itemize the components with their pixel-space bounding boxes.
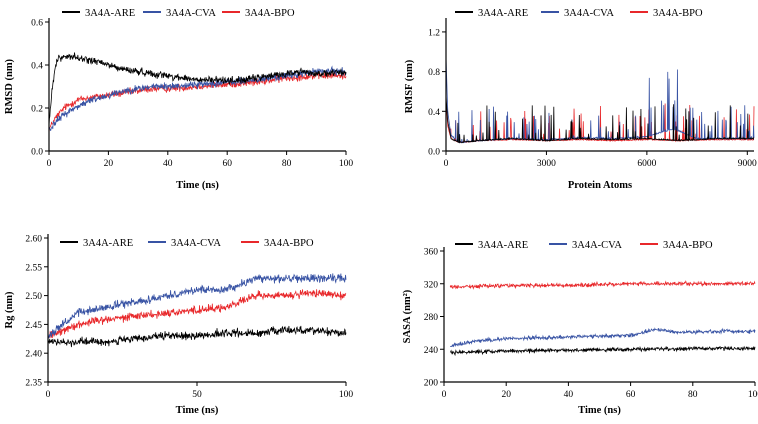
chart-panel-4: 0 20 40 60 80 100 200 240 280 320 360 Time (ns) SASA… xyxy=(402,240,758,416)
x-tick-label: 60 xyxy=(222,159,232,169)
x-tick-label: 6000 xyxy=(637,159,656,169)
x-axis-label: Time (ns) xyxy=(176,405,219,416)
x-tick-label: 0 xyxy=(442,390,447,400)
chart-panel-2: 0 3000 6000 9000 0.0 0.4 0.8 1.2 Protein Atoms RM… xyxy=(404,8,757,191)
y-tick-label: 200 xyxy=(424,379,439,389)
y-axis-label: RMSF (nm) xyxy=(404,59,415,113)
chart-panel-3: 0 50 100 2.35 2.40 2.45 2.50 2.55 2.60 Time (ns) R… xyxy=(4,234,353,416)
x-axis-label: Time (ns) xyxy=(176,180,219,191)
x-tick-label: 100 xyxy=(748,390,758,400)
series-line-3a4a-cva xyxy=(47,273,347,339)
x-tick-label: 9000 xyxy=(738,159,757,169)
y-tick-label: 0.0 xyxy=(31,148,43,158)
y-tick-label: 0.8 xyxy=(428,68,440,78)
y-axis-label: SASA (nm²) xyxy=(402,289,413,343)
series-line-3a4a-bpo xyxy=(47,289,347,339)
y-tick-label: 2.35 xyxy=(25,379,42,389)
legend-label: 3A4A-ARE xyxy=(85,8,135,19)
x-tick-label: 20 xyxy=(501,390,511,400)
y-tick-label: 280 xyxy=(424,313,439,323)
x-tick-label: 100 xyxy=(339,159,354,169)
legend-label: 3A4A-CVA xyxy=(564,8,614,19)
x-axis-label: Protein Atoms xyxy=(568,180,632,191)
legend-label: 3A4A-BPO xyxy=(653,8,703,19)
x-tick-label: 80 xyxy=(688,390,698,400)
y-tick-label: 2.50 xyxy=(25,292,42,302)
y-tick-label: 2.45 xyxy=(25,321,42,331)
series-line-3a4a-are xyxy=(445,95,755,144)
y-tick-label: 2.40 xyxy=(25,350,42,360)
y-tick-label: 360 xyxy=(424,248,439,258)
y-tick-label: 0.0 xyxy=(428,148,440,158)
legend-label: 3A4A-BPO xyxy=(245,8,295,19)
y-tick-label: 320 xyxy=(424,280,439,290)
series-line-3a4a-are xyxy=(47,325,347,348)
x-tick-label: 20 xyxy=(104,159,114,169)
legend-label: 3A4A-ARE xyxy=(478,8,528,19)
series-line-3a4a-are xyxy=(449,345,756,357)
x-tick-label: 40 xyxy=(163,159,173,169)
y-tick-label: 0.6 xyxy=(31,19,43,29)
y-tick-label: 0.4 xyxy=(428,108,440,118)
x-tick-label: 0 xyxy=(47,159,52,169)
series-line-3a4a-are xyxy=(48,52,347,126)
y-axis-label: Rg (nm) xyxy=(4,291,15,329)
series-line-3a4a-bpo xyxy=(449,280,756,290)
x-tick-label: 60 xyxy=(626,390,636,400)
x-tick-label: 0 xyxy=(46,390,51,400)
legend-label: 3A4A-BPO xyxy=(663,240,713,251)
legend-label: 3A4A-ARE xyxy=(83,238,133,249)
y-tick-label: 0.4 xyxy=(31,62,43,72)
legend-label: 3A4A-CVA xyxy=(166,8,216,19)
y-tick-label: 0.2 xyxy=(31,105,43,115)
y-tick-label: 2.55 xyxy=(25,263,42,273)
y-axis-label: RMSD (nm) xyxy=(4,58,15,114)
legend-label: 3A4A-BPO xyxy=(264,238,314,249)
legend-label: 3A4A-CVA xyxy=(171,238,221,249)
legend-label: 3A4A-CVA xyxy=(572,240,622,251)
chart-panel-1: 0 20 40 60 80 100 0.0 0.2 0.4 0.6 Time (ns) RMSD (n… xyxy=(4,8,353,191)
x-tick-label: 40 xyxy=(564,390,574,400)
y-tick-label: 240 xyxy=(424,346,439,356)
series-line-3a4a-cva xyxy=(48,65,347,131)
x-tick-label: 0 xyxy=(444,159,449,169)
x-tick-label: 3000 xyxy=(537,159,556,169)
x-tick-label: 80 xyxy=(282,159,292,169)
x-axis-label: Time (ns) xyxy=(578,405,621,416)
legend-label: 3A4A-ARE xyxy=(478,240,528,251)
series-line-3a4a-cva xyxy=(449,327,756,348)
x-tick-label: 50 xyxy=(192,390,202,400)
x-tick-label: 100 xyxy=(339,390,354,400)
y-tick-label: 2.60 xyxy=(25,235,42,245)
y-tick-label: 1.2 xyxy=(428,28,440,38)
